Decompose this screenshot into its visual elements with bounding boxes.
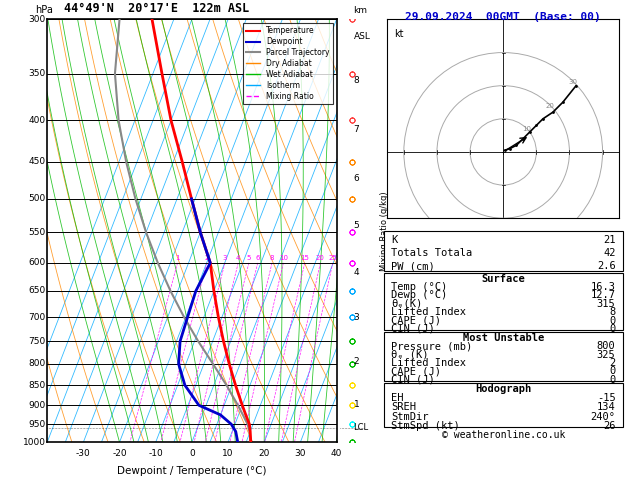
- Text: 800: 800: [597, 341, 616, 351]
- Text: ASL: ASL: [353, 32, 370, 41]
- Legend: Temperature, Dewpoint, Parcel Trajectory, Dry Adiabat, Wet Adiabat, Isotherm, Mi: Temperature, Dewpoint, Parcel Trajectory…: [243, 23, 333, 104]
- Text: 700: 700: [28, 312, 46, 322]
- Text: Dewp (°C): Dewp (°C): [391, 291, 447, 300]
- Text: 42: 42: [603, 248, 616, 258]
- Text: 4: 4: [236, 255, 240, 261]
- Text: 25: 25: [328, 255, 337, 261]
- Text: 2.6: 2.6: [597, 261, 616, 272]
- Text: Pressure (mb): Pressure (mb): [391, 341, 472, 351]
- Text: CIN (J): CIN (J): [391, 375, 435, 385]
- Text: 240°: 240°: [591, 412, 616, 422]
- Text: 0: 0: [610, 375, 616, 385]
- Text: Mixing Ratio (g/kg): Mixing Ratio (g/kg): [381, 191, 389, 271]
- Text: LCL: LCL: [353, 423, 369, 433]
- Text: 0: 0: [610, 366, 616, 376]
- Text: 1: 1: [175, 255, 180, 261]
- Text: Temp (°C): Temp (°C): [391, 282, 447, 292]
- Text: 800: 800: [28, 359, 46, 368]
- Text: -20: -20: [112, 449, 127, 458]
- Text: 6: 6: [353, 174, 359, 183]
- FancyBboxPatch shape: [384, 332, 623, 381]
- Text: 450: 450: [28, 157, 46, 166]
- Text: θₑ(K): θₑ(K): [391, 299, 422, 309]
- Text: 5: 5: [353, 221, 359, 230]
- Text: 900: 900: [28, 401, 46, 410]
- Text: 16.3: 16.3: [591, 282, 616, 292]
- Text: Lifted Index: Lifted Index: [391, 307, 466, 317]
- Text: PW (cm): PW (cm): [391, 261, 435, 272]
- Text: 750: 750: [28, 337, 46, 346]
- Text: 325: 325: [597, 349, 616, 360]
- Text: 0: 0: [610, 315, 616, 326]
- Text: © weatheronline.co.uk: © weatheronline.co.uk: [442, 430, 565, 440]
- Text: 15: 15: [300, 255, 309, 261]
- Text: 7: 7: [353, 125, 359, 135]
- Text: 1: 1: [353, 400, 359, 409]
- Text: 20: 20: [316, 255, 325, 261]
- Text: StmDir: StmDir: [391, 412, 428, 422]
- Text: 20: 20: [259, 449, 270, 458]
- FancyBboxPatch shape: [384, 273, 623, 330]
- Text: Lifted Index: Lifted Index: [391, 358, 466, 368]
- Text: 40: 40: [331, 449, 342, 458]
- Text: 12.7: 12.7: [591, 291, 616, 300]
- Text: CIN (J): CIN (J): [391, 324, 435, 334]
- Text: Totals Totala: Totals Totala: [391, 248, 472, 258]
- Text: kt: kt: [394, 29, 403, 39]
- Text: SREH: SREH: [391, 402, 416, 413]
- Text: 500: 500: [28, 194, 46, 203]
- Text: θₑ (K): θₑ (K): [391, 349, 428, 360]
- Text: Most Unstable: Most Unstable: [462, 333, 544, 343]
- Text: 2: 2: [353, 357, 359, 366]
- Text: 2: 2: [610, 358, 616, 368]
- Text: K: K: [391, 235, 397, 244]
- Text: StmSpd (kt): StmSpd (kt): [391, 421, 460, 431]
- Text: Dewpoint / Temperature (°C): Dewpoint / Temperature (°C): [117, 466, 267, 475]
- Text: 2: 2: [204, 255, 209, 261]
- Text: 0: 0: [189, 449, 195, 458]
- Text: 300: 300: [28, 15, 46, 24]
- Text: 8: 8: [610, 307, 616, 317]
- Text: 3: 3: [223, 255, 227, 261]
- Text: 400: 400: [28, 116, 46, 125]
- Text: 30: 30: [568, 79, 577, 86]
- FancyBboxPatch shape: [384, 231, 623, 271]
- Text: 950: 950: [28, 420, 46, 429]
- Text: 44°49'N  20°17'E  122m ASL: 44°49'N 20°17'E 122m ASL: [65, 2, 250, 15]
- Text: 8: 8: [353, 76, 359, 85]
- Text: CAPE (J): CAPE (J): [391, 315, 441, 326]
- Text: 315: 315: [597, 299, 616, 309]
- Text: 5: 5: [247, 255, 251, 261]
- Text: 10: 10: [222, 449, 234, 458]
- Text: 134: 134: [597, 402, 616, 413]
- Text: 350: 350: [28, 69, 46, 78]
- Text: 10: 10: [522, 126, 531, 132]
- Text: 6: 6: [255, 255, 260, 261]
- Text: EH: EH: [391, 393, 403, 403]
- Text: 600: 600: [28, 259, 46, 267]
- Text: 30: 30: [294, 449, 306, 458]
- Text: 20: 20: [545, 103, 554, 108]
- Text: 3: 3: [353, 313, 359, 322]
- Text: hPa: hPa: [36, 5, 53, 15]
- Text: 8: 8: [270, 255, 274, 261]
- Text: 29.09.2024  00GMT  (Base: 00): 29.09.2024 00GMT (Base: 00): [405, 12, 601, 22]
- Text: -30: -30: [76, 449, 91, 458]
- Text: Surface: Surface: [481, 274, 525, 284]
- Text: 10: 10: [279, 255, 288, 261]
- Text: 26: 26: [603, 421, 616, 431]
- Text: 4: 4: [353, 268, 359, 277]
- Text: Hodograph: Hodograph: [475, 384, 532, 394]
- Text: 550: 550: [28, 228, 46, 237]
- Text: km: km: [353, 6, 367, 15]
- Text: CAPE (J): CAPE (J): [391, 366, 441, 376]
- Text: 1000: 1000: [23, 438, 46, 447]
- FancyBboxPatch shape: [384, 383, 623, 428]
- Text: -10: -10: [148, 449, 163, 458]
- Text: 21: 21: [603, 235, 616, 244]
- Text: 850: 850: [28, 381, 46, 390]
- Text: -15: -15: [597, 393, 616, 403]
- Text: 0: 0: [610, 324, 616, 334]
- Text: 650: 650: [28, 286, 46, 295]
